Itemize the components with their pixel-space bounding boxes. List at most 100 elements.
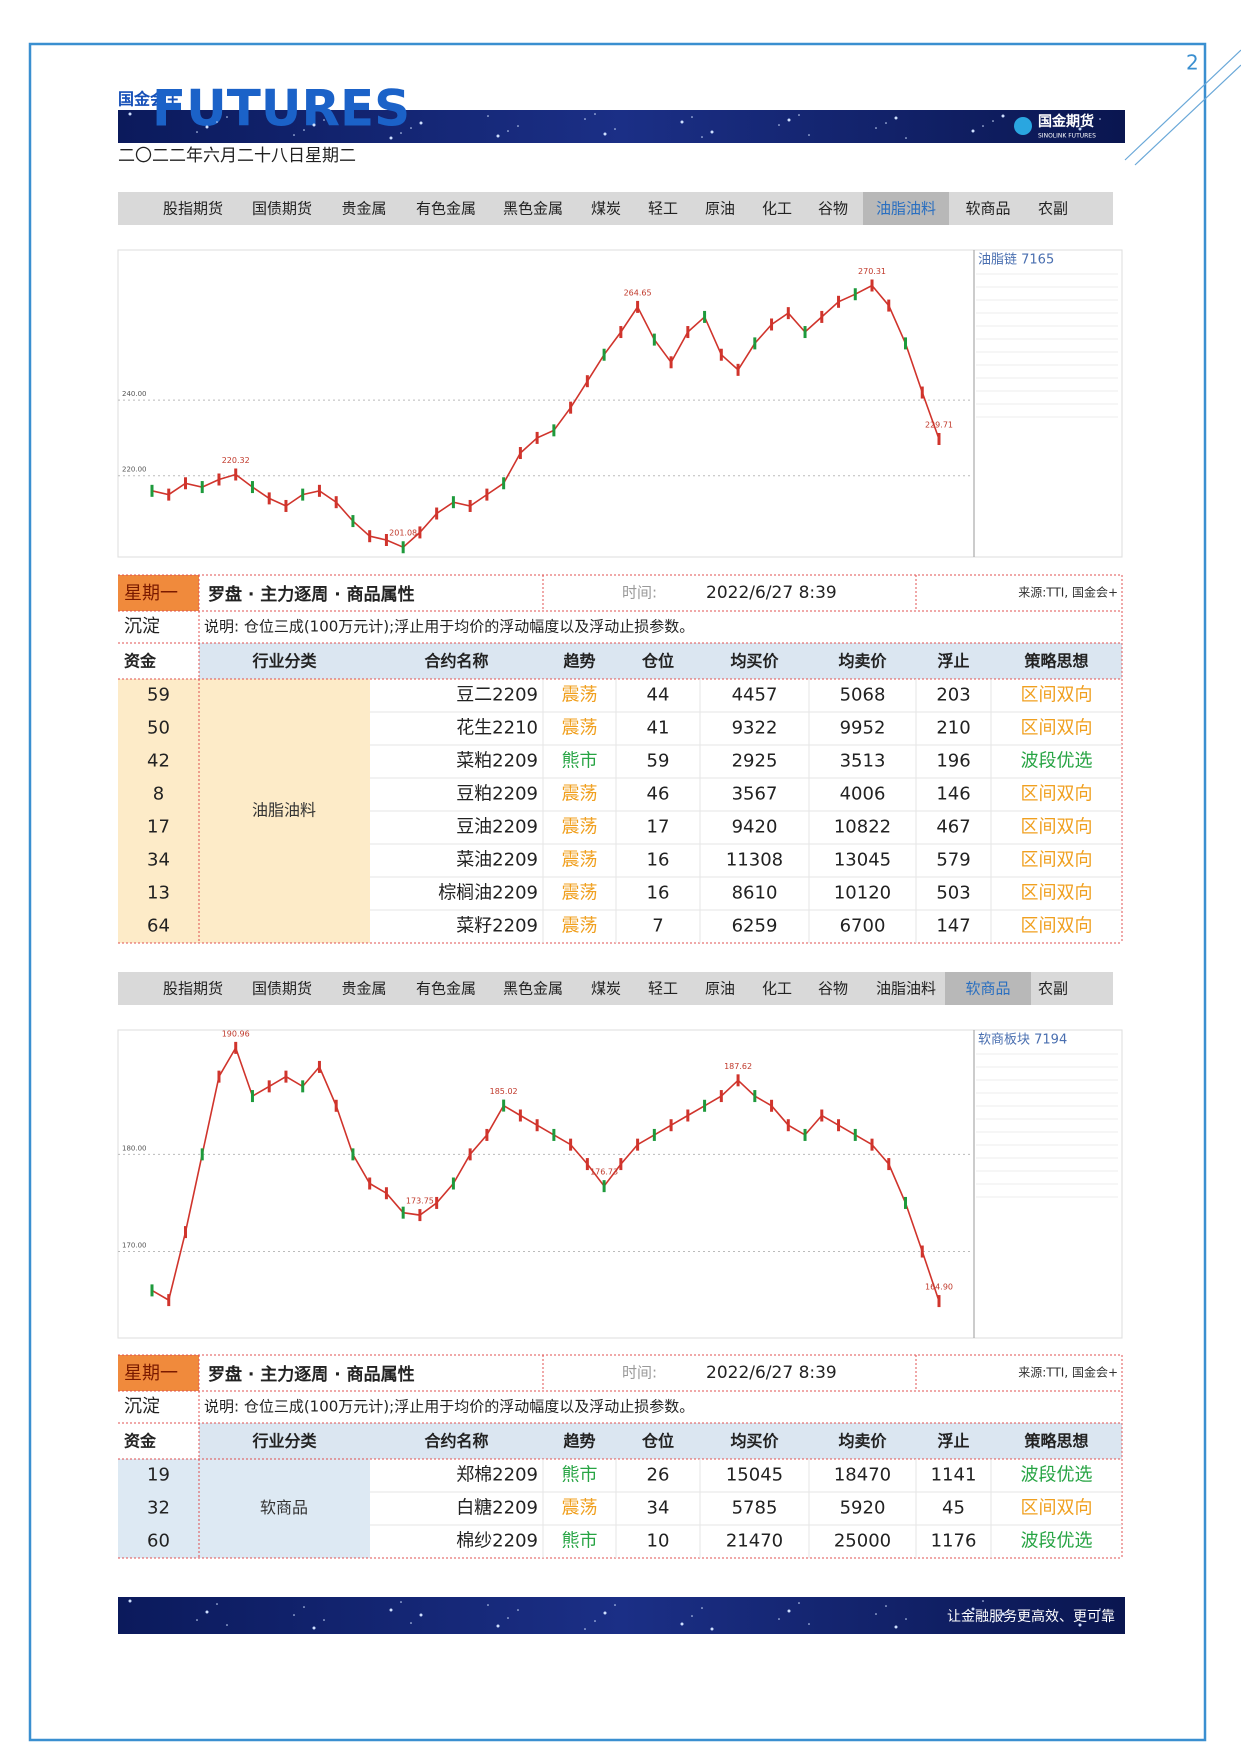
- nav-tab[interactable]: 谷物: [818, 980, 848, 998]
- star: [496, 134, 500, 138]
- star: [701, 136, 703, 138]
- nav-tab[interactable]: 软商品: [965, 980, 1010, 998]
- time: 2022/6/27 8:39: [706, 1363, 837, 1383]
- cell: 4457: [732, 685, 778, 706]
- star: [312, 123, 316, 127]
- star: [691, 1615, 693, 1617]
- cell: 45: [942, 1498, 965, 1519]
- source: 来源:TTI, 国金会+: [1018, 585, 1118, 600]
- cell: 震荡: [562, 718, 598, 739]
- nav-tab[interactable]: 国债期货: [252, 200, 312, 218]
- chart-bg: [117, 249, 1123, 558]
- star: [787, 118, 791, 122]
- chart-title: 油脂链 7165: [978, 253, 1054, 268]
- star: [894, 116, 898, 120]
- nav-tab[interactable]: 原油: [705, 980, 735, 998]
- star: [507, 130, 509, 132]
- nav-tab[interactable]: 轻工: [648, 200, 678, 218]
- cell: 6259: [732, 916, 778, 937]
- cell: 熊市: [562, 1531, 598, 1552]
- nav-tab[interactable]: 农副: [1038, 980, 1068, 998]
- star: [323, 1619, 325, 1621]
- cell: 豆粕2209: [456, 784, 538, 805]
- star: [594, 113, 596, 115]
- column-header: 均买价: [730, 652, 779, 671]
- cell: 46: [647, 784, 670, 805]
- price-line: [151, 284, 940, 549]
- date: 二〇二二年六月二十八日星期二: [118, 146, 356, 166]
- value-label: 185.02: [490, 1087, 518, 1096]
- cell: 棕榈油2209: [438, 883, 538, 904]
- nav-tab[interactable]: 贵金属: [341, 200, 386, 218]
- cell: 白糖2209: [456, 1498, 538, 1519]
- fund-col: [118, 679, 199, 943]
- nav-tab[interactable]: 国债期货: [252, 980, 312, 998]
- cell: 34: [147, 850, 170, 871]
- cell: 17: [647, 817, 670, 838]
- star: [894, 1625, 898, 1629]
- star: [1078, 1623, 1082, 1627]
- cell: 7: [652, 916, 663, 937]
- nav-tab[interactable]: 化工: [762, 980, 792, 998]
- chart-title: 软商板块 7194: [978, 1033, 1067, 1048]
- nav-tab[interactable]: 农副: [1038, 200, 1068, 218]
- star: [710, 1627, 714, 1631]
- cell: 196: [936, 751, 970, 772]
- nav-tab[interactable]: 有色金属: [416, 200, 476, 218]
- value-label: 190.96: [222, 1029, 250, 1038]
- value-label: 187.62: [724, 1062, 752, 1071]
- nav-tab[interactable]: 贵金属: [341, 980, 386, 998]
- page-number: 2: [1186, 51, 1199, 75]
- company-en: SINOLINK FUTURES: [1038, 133, 1096, 140]
- cell: 60: [147, 1531, 170, 1552]
- cell: 10120: [834, 883, 891, 904]
- nav-tab[interactable]: 化工: [762, 200, 792, 218]
- cell: 15045: [726, 1465, 783, 1486]
- star: [128, 112, 132, 116]
- cell: 10822: [834, 817, 891, 838]
- nav-tab[interactable]: 油脂油料: [876, 980, 936, 998]
- cell: 203: [936, 685, 970, 706]
- column-header: 均买价: [730, 1432, 779, 1451]
- nav-tab[interactable]: 股指期货: [163, 980, 223, 998]
- nav-tab[interactable]: 煤炭: [591, 200, 621, 218]
- nav-tab[interactable]: 原油: [705, 200, 735, 218]
- cell: 16: [647, 850, 670, 871]
- nav-tab[interactable]: 轻工: [648, 980, 678, 998]
- star: [680, 120, 684, 124]
- cell: 64: [147, 916, 170, 937]
- cell: 熊市: [562, 1465, 598, 1486]
- nav-tab[interactable]: 软商品: [965, 200, 1010, 218]
- column-header: 行业分类: [251, 1432, 317, 1451]
- star: [971, 129, 975, 133]
- star: [1089, 1616, 1091, 1618]
- cell: 44: [647, 685, 670, 706]
- cell: 1176: [931, 1531, 977, 1552]
- cell: 区间双向: [1021, 718, 1093, 739]
- cell: 9322: [732, 718, 778, 739]
- star: [419, 121, 423, 125]
- column-header: 浮止: [937, 652, 969, 671]
- cell: 13: [147, 883, 170, 904]
- cell: 波段优选: [1021, 1465, 1093, 1486]
- star: [507, 1617, 509, 1619]
- fund-col: [118, 1459, 199, 1558]
- nav-tab[interactable]: 有色金属: [416, 980, 476, 998]
- nav-tab[interactable]: 黑色金属: [503, 200, 563, 218]
- cell: 区间双向: [1021, 1498, 1093, 1519]
- column-header: 趋势: [563, 652, 595, 671]
- cell: 10: [647, 1531, 670, 1552]
- cell: 8610: [732, 883, 778, 904]
- cell: 59: [147, 685, 170, 706]
- day-cell: [118, 575, 199, 611]
- brand: FUTURES: [152, 80, 410, 138]
- nav-tab[interactable]: 谷物: [818, 200, 848, 218]
- nav-tab[interactable]: 煤炭: [591, 980, 621, 998]
- star: [992, 1621, 994, 1623]
- nav-tab[interactable]: 黑色金属: [503, 980, 563, 998]
- cell: 32: [147, 1498, 170, 1519]
- nav-tab[interactable]: 油脂油料: [876, 200, 936, 218]
- star: [1099, 118, 1101, 120]
- nav-tab[interactable]: 股指期货: [163, 200, 223, 218]
